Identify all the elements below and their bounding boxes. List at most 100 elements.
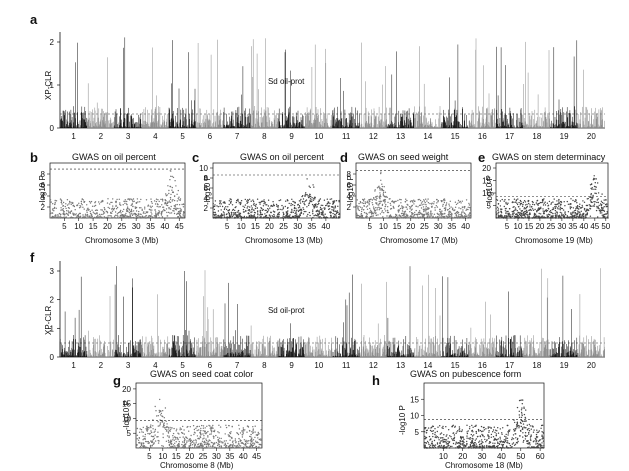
- snp-point: [153, 217, 155, 219]
- snp-point: [374, 209, 377, 212]
- snp-point: [407, 215, 409, 217]
- snp-point: [489, 426, 491, 428]
- snp-point: [356, 214, 358, 216]
- snp-point: [516, 203, 519, 206]
- snp-point: [594, 178, 596, 180]
- snp-point: [168, 441, 170, 443]
- snp-point: [383, 186, 385, 188]
- snp-point: [178, 445, 180, 447]
- snp-point: [436, 442, 439, 444]
- snp-point: [261, 209, 263, 212]
- snp-point: [75, 216, 77, 219]
- snp-point: [227, 445, 230, 448]
- snp-point: [574, 216, 576, 218]
- snp-point: [366, 208, 369, 210]
- snp-point: [279, 217, 282, 219]
- snp-point: [570, 212, 572, 214]
- snp-point: [165, 195, 167, 197]
- snp-point: [451, 216, 453, 218]
- snp-point: [264, 213, 266, 215]
- snp-point: [431, 216, 434, 219]
- snp-point: [580, 207, 583, 209]
- snp-point: [140, 198, 142, 201]
- snp-point: [255, 217, 257, 219]
- snp-point: [601, 193, 603, 195]
- snp-point: [525, 420, 527, 422]
- snp-point: [589, 199, 592, 201]
- snp-point: [148, 217, 150, 219]
- snp-point: [243, 217, 245, 219]
- snp-point: [227, 210, 229, 212]
- snp-point: [256, 434, 259, 436]
- snp-point: [423, 208, 425, 210]
- snp-point: [467, 430, 469, 432]
- snp-point: [139, 213, 141, 215]
- snp-point: [416, 216, 419, 218]
- x-tick-label: 35: [568, 222, 577, 231]
- snp-point: [497, 209, 499, 212]
- snp-point: [261, 200, 263, 202]
- snp-point: [497, 444, 499, 447]
- snp-point: [454, 447, 457, 449]
- snp-point: [462, 437, 464, 439]
- snp-point: [588, 204, 590, 206]
- snp-point: [528, 430, 531, 432]
- snp-point: [150, 446, 152, 448]
- snp-point: [302, 195, 304, 197]
- snp-point: [178, 196, 180, 198]
- snp-point: [263, 203, 265, 205]
- snp-point: [443, 201, 446, 204]
- snp-point: [219, 200, 221, 202]
- snp-point: [443, 438, 446, 441]
- snp-point: [578, 214, 581, 216]
- snp-point: [541, 442, 543, 444]
- snp-point: [141, 442, 143, 444]
- snp-point: [564, 212, 566, 214]
- snp-point: [489, 442, 491, 444]
- snp-point: [462, 209, 464, 211]
- snp-point: [434, 433, 436, 436]
- snp-point: [159, 414, 162, 416]
- snp-point: [593, 185, 596, 188]
- snp-point: [209, 433, 211, 435]
- snp-point: [255, 441, 257, 444]
- snp-point: [157, 442, 160, 444]
- snp-point: [224, 442, 226, 444]
- snp-point: [536, 431, 538, 434]
- snp-point: [442, 438, 444, 441]
- snp-point: [547, 215, 550, 218]
- x-tick-label: 15: [89, 222, 98, 231]
- snp-point: [500, 440, 502, 442]
- chromosome-9-signal: [277, 323, 306, 357]
- snp-point: [159, 425, 161, 427]
- snp-point: [223, 208, 226, 211]
- snp-point: [162, 415, 164, 418]
- snp-point: [137, 214, 140, 216]
- snp-point: [224, 433, 226, 435]
- snp-point: [260, 443, 262, 446]
- snp-point: [429, 202, 431, 205]
- snp-point: [368, 212, 370, 214]
- snp-point: [542, 210, 544, 212]
- snp-point: [251, 442, 254, 444]
- snp-point: [252, 444, 255, 446]
- snp-point: [375, 214, 378, 216]
- snp-point: [75, 213, 77, 215]
- snp-point: [431, 440, 433, 443]
- snp-point: [132, 210, 135, 212]
- snp-point: [278, 213, 280, 216]
- snp-point: [466, 435, 468, 437]
- snp-point: [190, 442, 192, 444]
- snp-point: [217, 431, 219, 433]
- snp-point: [365, 213, 368, 215]
- snp-point: [151, 202, 153, 204]
- snp-point: [251, 207, 253, 209]
- snp-point: [193, 431, 196, 433]
- chromosome-label: 13: [396, 132, 405, 141]
- snp-point: [425, 210, 427, 212]
- snp-point: [393, 207, 395, 209]
- snp-point: [167, 447, 169, 449]
- snp-point: [528, 200, 530, 202]
- sd-oil-prot-callout: Sd oil-prot: [268, 306, 305, 315]
- snp-point: [300, 198, 302, 201]
